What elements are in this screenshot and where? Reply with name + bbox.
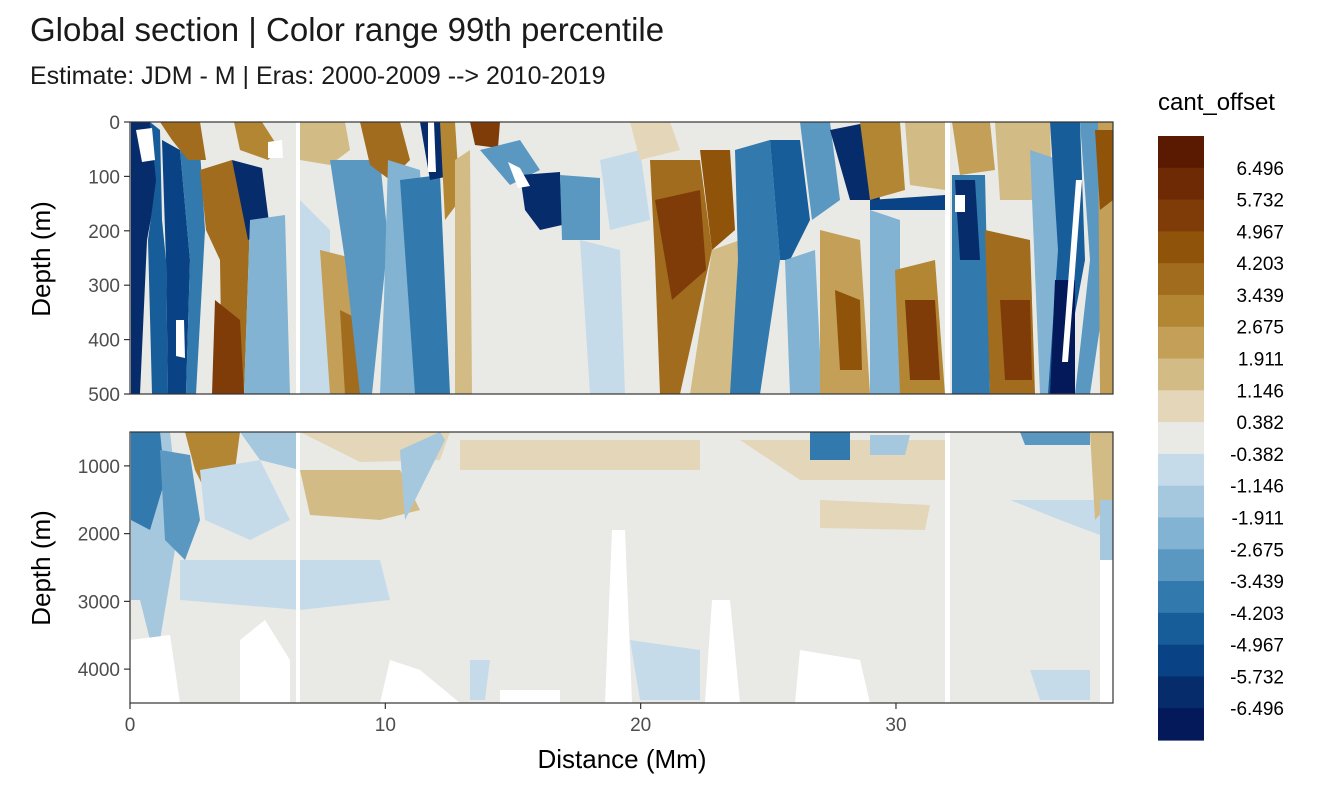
y-tick-label: 4000 xyxy=(78,660,120,681)
legend-color-swatch xyxy=(1158,390,1204,423)
legend-color-swatch xyxy=(1158,136,1204,169)
legend-break-label: -1.911 xyxy=(1232,508,1284,529)
lower-panel-field xyxy=(130,432,1113,703)
y-tick-label: 0 xyxy=(109,113,120,134)
legend-break-label: -1.146 xyxy=(1230,477,1284,498)
legend-color-swatch xyxy=(1158,708,1204,741)
legend-break-label: -3.439 xyxy=(1230,572,1284,593)
chart-title: Global section | Color range 99th percen… xyxy=(30,11,664,48)
y-tick-label: 100 xyxy=(88,167,120,188)
legend-break-label: 6.496 xyxy=(1236,159,1284,180)
legend-break-label: 4.203 xyxy=(1236,254,1284,275)
legend-break-label: 0.382 xyxy=(1236,413,1284,434)
legend-break-label: -0.382 xyxy=(1230,445,1284,466)
legend-break-label: 5.732 xyxy=(1236,191,1284,212)
chart-subtitle: Estimate: JDM - M | Eras: 2000-2009 --> … xyxy=(30,62,606,90)
legend-color-swatch xyxy=(1158,294,1204,328)
legend-break-label: 2.675 xyxy=(1236,318,1284,339)
legend-break-label: -2.675 xyxy=(1230,540,1284,561)
legend-color-swatch xyxy=(1158,263,1204,296)
legend-color-swatch xyxy=(1158,231,1204,264)
x-axis-title: Distance (Mm) xyxy=(537,744,706,774)
legend-break-label: 4.967 xyxy=(1236,222,1284,243)
y-axis-title-upper: Depth (m) xyxy=(26,201,56,317)
legend-color-swatch xyxy=(1158,485,1204,519)
upper-panel xyxy=(129,121,1114,395)
y-axis-title-lower: Depth (m) xyxy=(26,510,56,626)
y-tick-label: 300 xyxy=(88,276,120,297)
legend-break-label: -4.967 xyxy=(1230,636,1284,657)
legend-color-swatch xyxy=(1158,549,1204,582)
y-tick-label: 200 xyxy=(88,222,120,243)
legend-break-label: 3.439 xyxy=(1236,286,1284,307)
legend-color-swatch xyxy=(1158,517,1204,550)
legend-color-swatch xyxy=(1158,676,1204,709)
y-tick-label: 500 xyxy=(88,385,120,406)
upper-panel-field xyxy=(131,122,1113,394)
y-tick-label: 1000 xyxy=(78,457,120,478)
y-tick-label: 2000 xyxy=(78,525,120,546)
legend-color-swatch xyxy=(1158,453,1204,487)
legend-break-label: -4.203 xyxy=(1230,604,1284,625)
legend-color-swatch xyxy=(1158,581,1204,614)
lower-panel-frame xyxy=(129,431,1114,704)
legend-color-swatch xyxy=(1158,358,1204,391)
legend: cant_offset 6.496 5.732 4.967 4.203 3.439 2.6… xyxy=(1158,89,1284,741)
legend-color-swatch xyxy=(1158,167,1204,201)
legend-color-swatch xyxy=(1158,422,1204,455)
y-tick-label: 3000 xyxy=(78,592,120,613)
legend-break-label: -6.496 xyxy=(1230,699,1284,720)
x-tick-label: 20 xyxy=(630,715,651,736)
x-tick-label: 10 xyxy=(375,715,396,736)
axes: 0 100 200 300 400 500 1000 2000 3000 4000 0 10 20 30 xyxy=(78,113,907,736)
legend-color-swatch xyxy=(1158,612,1204,646)
legend-title: cant_offset xyxy=(1158,89,1275,116)
legend-color-swatch xyxy=(1158,199,1204,232)
legend-color-swatch xyxy=(1158,326,1204,360)
lower-panel xyxy=(129,431,1114,704)
legend-break-label: -5.732 xyxy=(1230,667,1284,688)
y-tick-label: 400 xyxy=(88,331,120,352)
legend-break-label: 1.146 xyxy=(1236,381,1284,402)
x-tick-label: 0 xyxy=(125,715,136,736)
upper-panel-frame xyxy=(129,121,1114,395)
legend-color-swatch xyxy=(1158,644,1204,678)
legend-break-label: 1.911 xyxy=(1238,350,1284,371)
x-tick-label: 30 xyxy=(885,715,906,736)
